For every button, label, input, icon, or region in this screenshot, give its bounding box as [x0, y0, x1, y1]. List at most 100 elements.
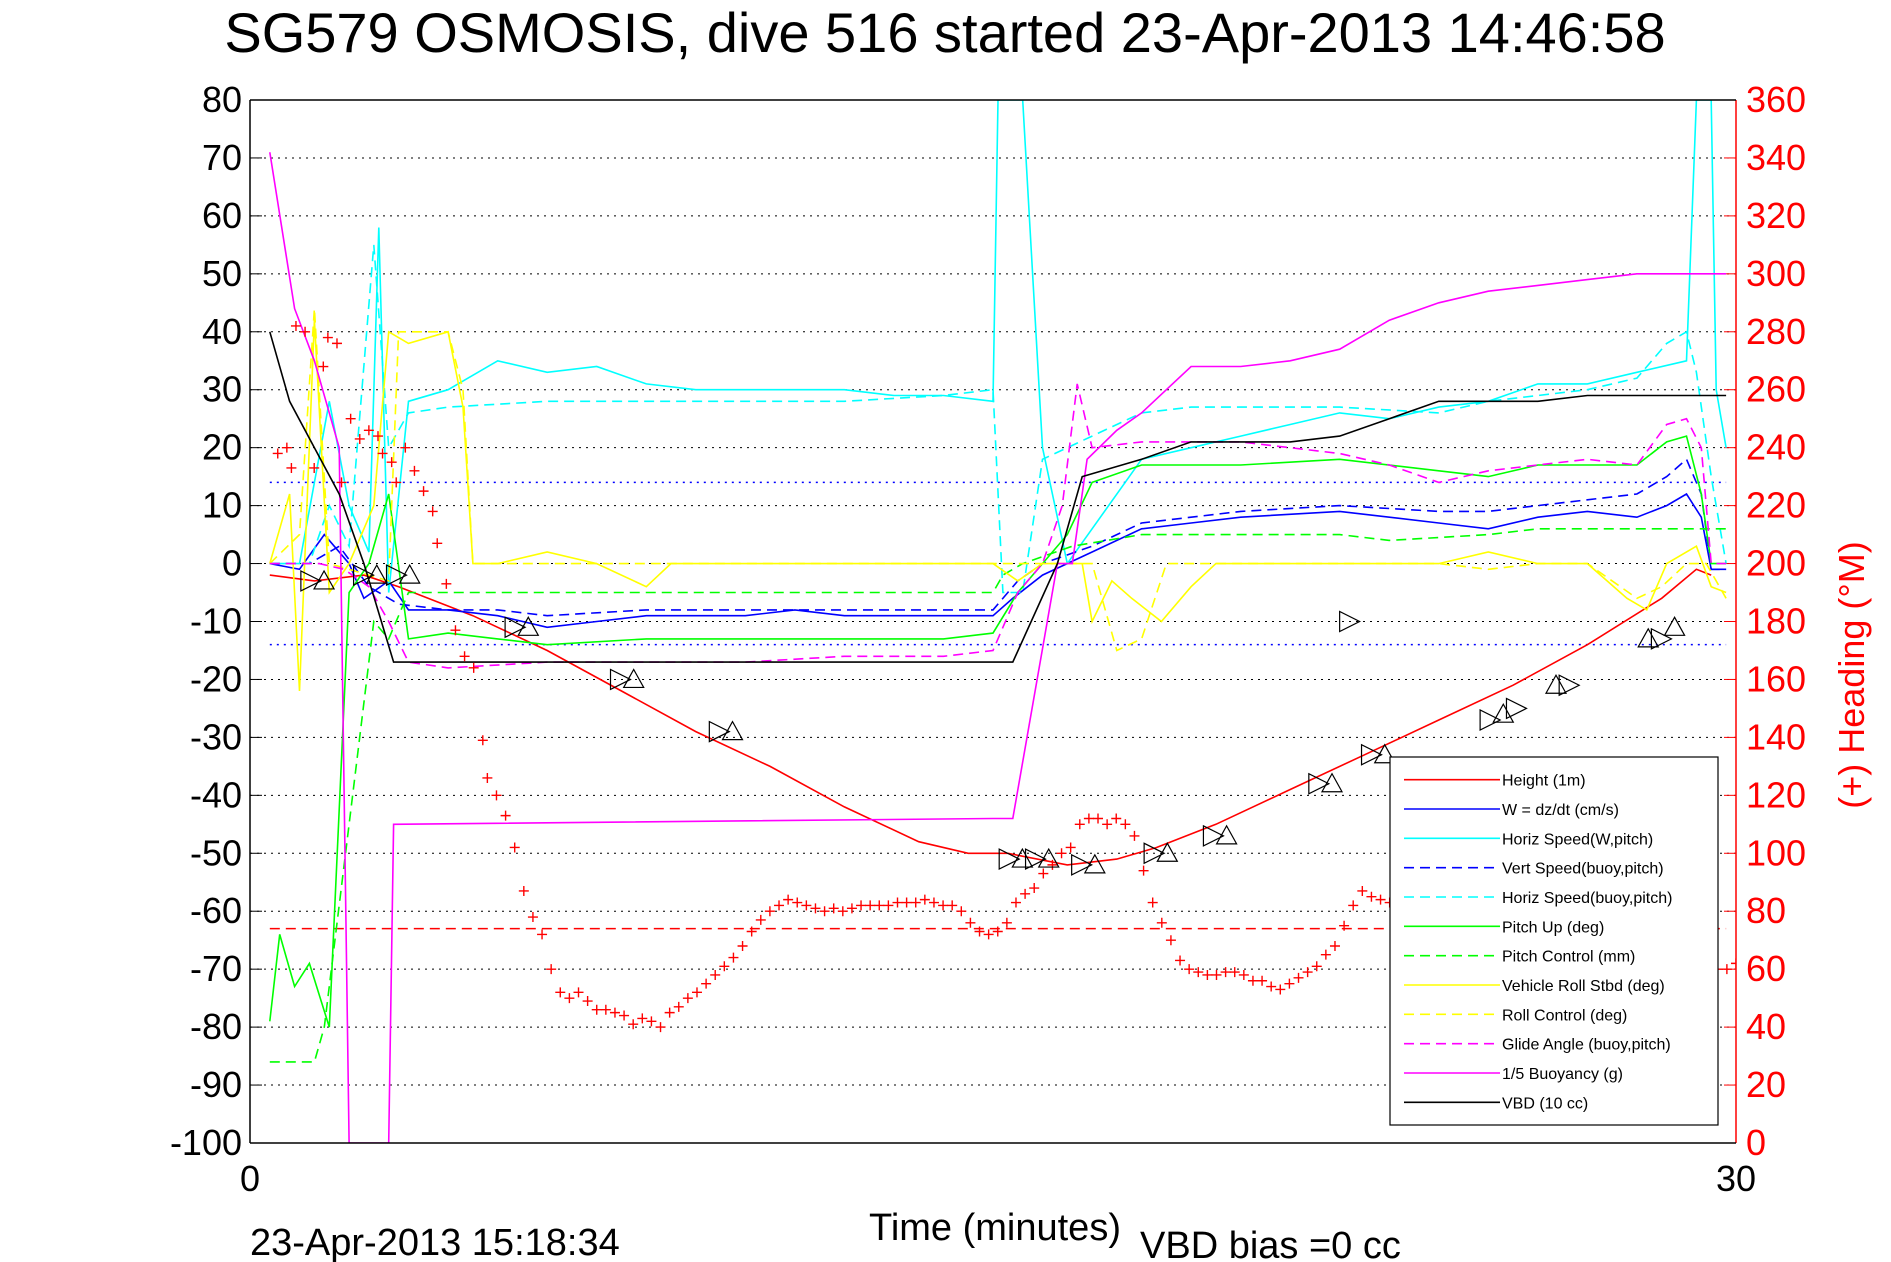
heading-point: [286, 462, 297, 473]
heading-point: [1065, 842, 1076, 853]
heading-point: [1257, 975, 1268, 986]
legend-label: 1/5 Buoyancy (g): [1502, 1066, 1623, 1083]
heading-point: [527, 912, 538, 923]
y-left-tick-label: -40: [190, 774, 242, 815]
heading-point: [546, 964, 557, 975]
y-left-tick-label: -70: [190, 948, 242, 989]
series-line: [269, 152, 1727, 1143]
heading-point: [1074, 819, 1085, 830]
heading-point: [1329, 940, 1340, 951]
heading-point: [928, 897, 939, 908]
y-left-tick-label: -10: [190, 601, 242, 642]
heading-point: [1302, 967, 1313, 978]
y-left-tick-label: 30: [202, 369, 242, 410]
heading-point: [372, 431, 383, 442]
y-left-tick-label: -90: [190, 1064, 242, 1105]
y-right-tick-label: 120: [1746, 774, 1806, 815]
heading-point: [354, 433, 365, 444]
triangle-marker: [1663, 616, 1686, 636]
heading-point: [1266, 981, 1277, 992]
heading-point: [281, 442, 292, 453]
heading-point: [837, 906, 848, 917]
heading-point: [600, 1004, 611, 1015]
heading-point: [537, 929, 548, 940]
triangle-marker: [1024, 848, 1047, 871]
heading-point: [746, 926, 757, 937]
legend-label: Horiz Speed(buoy,pitch): [1502, 890, 1672, 907]
heading-point: [509, 842, 520, 853]
heading-point: [646, 1016, 657, 1027]
triangle-marker: [1479, 709, 1502, 731]
triangle-marker: [300, 569, 323, 592]
heading-point: [673, 1001, 684, 1012]
legend-label: Vehicle Roll Stbd (deg): [1502, 978, 1665, 995]
heading-point: [391, 477, 402, 488]
heading-point: [1056, 848, 1067, 859]
heading-point: [1165, 935, 1176, 946]
heading-point: [856, 900, 867, 911]
y-right-tick-label: 60: [1746, 948, 1786, 989]
heading-point: [1193, 967, 1204, 978]
triangle-marker: [398, 563, 421, 584]
legend-label: Glide Angle (buoy,pitch): [1502, 1037, 1671, 1054]
heading-point: [591, 1004, 602, 1015]
legend-label: Horiz Speed(W,pitch): [1502, 831, 1653, 848]
heading-point: [1375, 894, 1386, 905]
heading-point: [783, 894, 794, 905]
heading-point: [1357, 885, 1368, 896]
heading-point: [300, 326, 311, 337]
triangle-marker: [385, 564, 408, 587]
triangle-marker: [1143, 842, 1166, 865]
y-right-tick-label: 200: [1746, 543, 1806, 584]
heading-point: [459, 651, 470, 662]
triangle-marker: [1558, 674, 1581, 697]
triangle-marker: [1308, 772, 1331, 795]
triangle-marker: [609, 668, 632, 691]
heading-point: [1339, 920, 1350, 931]
heading-point: [564, 993, 575, 1004]
heading-point: [874, 900, 885, 911]
heading-point: [682, 993, 693, 1004]
heading-point: [1275, 984, 1286, 995]
triangle-marker: [365, 563, 388, 584]
y-left-tick-label: 0: [222, 543, 242, 584]
heading-point: [432, 538, 443, 549]
heading-point: [363, 425, 374, 436]
y-right-tick-label: 260: [1746, 369, 1806, 410]
series-line: [269, 331, 1727, 663]
heading-point: [336, 477, 347, 488]
y-right-tick-label: 240: [1746, 427, 1806, 468]
heading-point: [345, 413, 356, 424]
heading-point: [1311, 961, 1322, 972]
heading-point: [764, 906, 775, 917]
heading-point: [491, 790, 502, 801]
heading-point: [774, 900, 785, 911]
chart-title: SG579 OSMOSIS, dive 516 started 23-Apr-2…: [224, 1, 1665, 64]
y-left-tick-label: 10: [202, 485, 242, 526]
y-right-tick-label: 20: [1746, 1064, 1786, 1105]
footer-timestamp: 23-Apr-2013 15:18:34: [250, 1222, 620, 1262]
heading-point: [901, 897, 912, 908]
heading-point: [801, 900, 812, 911]
heading-point: [1138, 865, 1149, 876]
triangle-marker: [1071, 853, 1094, 876]
triangle-marker: [1637, 627, 1660, 648]
y-right-tick-label: 220: [1746, 485, 1806, 526]
heading-point: [974, 926, 985, 937]
heading-point: [1175, 955, 1186, 966]
triangle-marker: [1360, 743, 1383, 766]
heading-point: [865, 900, 876, 911]
heading-point: [992, 926, 1003, 937]
triangle-marker: [1011, 847, 1034, 868]
heading-point: [1029, 883, 1040, 894]
heading-point: [1093, 813, 1104, 824]
heading-point: [919, 894, 930, 905]
heading-point: [755, 914, 766, 925]
y-left-tick-label: -100: [170, 1122, 242, 1163]
heading-point: [938, 900, 949, 911]
y-right-tick-label: 180: [1746, 601, 1806, 642]
heading-point: [1229, 967, 1240, 978]
legend-label: Pitch Control (mm): [1502, 949, 1635, 966]
triangle-marker: [708, 720, 731, 743]
heading-point: [518, 885, 529, 896]
